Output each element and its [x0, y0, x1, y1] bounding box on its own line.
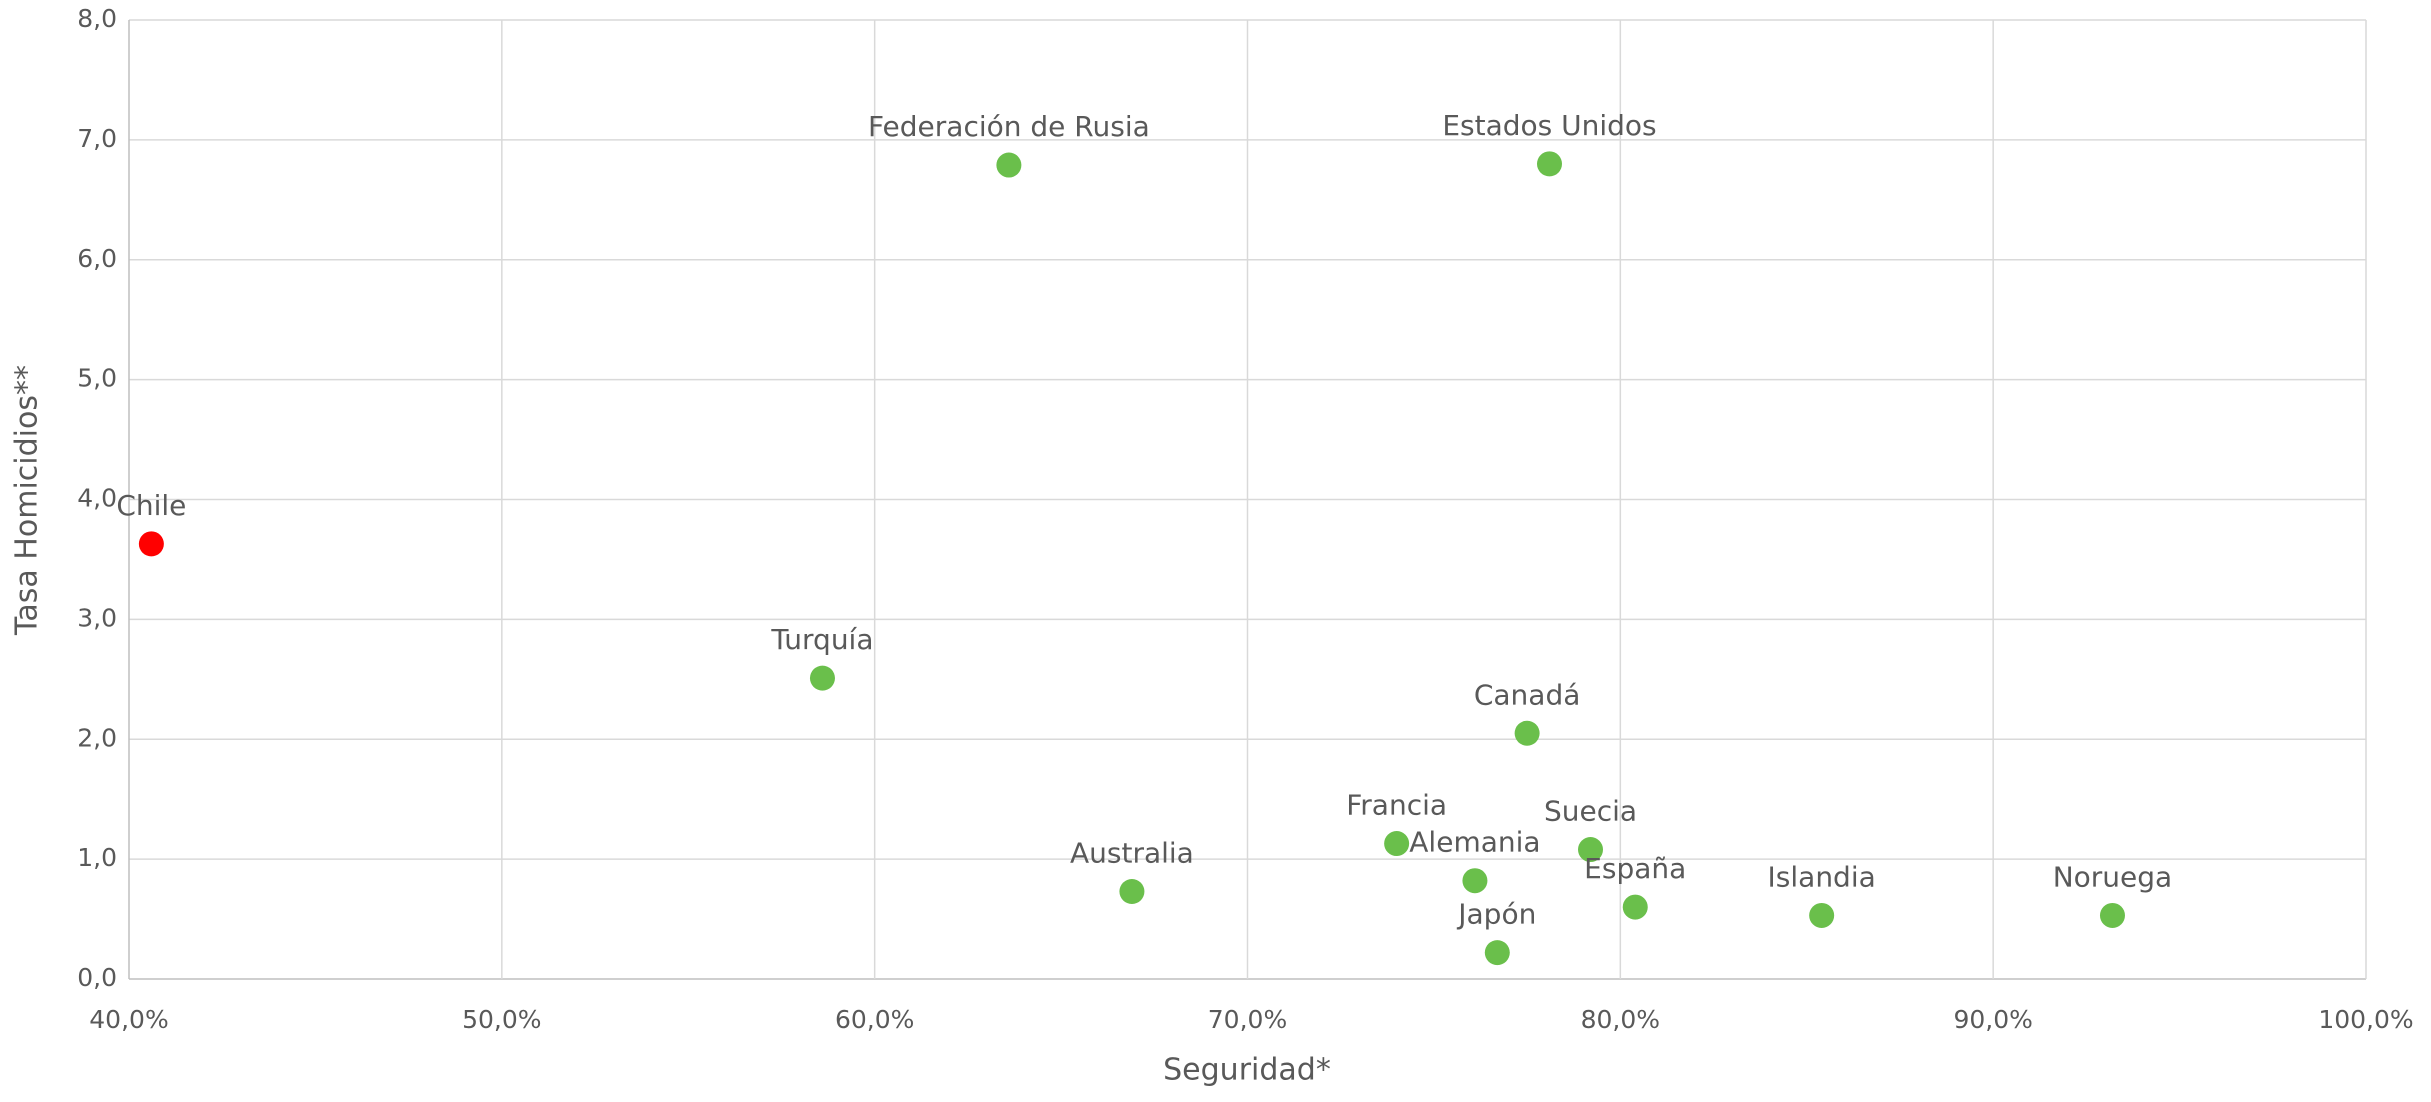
y-tick-label: 8,0 [77, 4, 117, 33]
y-tick-label: 3,0 [77, 603, 117, 632]
x-tick-label: 90,0% [1953, 1005, 2032, 1034]
y-tick-label: 2,0 [77, 723, 117, 752]
point [1536, 151, 1562, 177]
data-label: Alemania [1409, 826, 1540, 859]
x-tick-label: 70,0% [1208, 1005, 1287, 1034]
x-tick-label: 100,0% [2318, 1005, 2413, 1034]
data-label: Estados Unidos [1442, 109, 1656, 142]
data-label: Australia [1070, 836, 1194, 869]
x-axis-title: Seguridad* [1163, 1053, 1331, 1088]
data-label: Noruega [2053, 860, 2173, 893]
data-label: Islandia [1768, 860, 1876, 893]
point [1462, 868, 1488, 894]
point [1384, 831, 1410, 857]
x-tick-label: 50,0% [462, 1005, 541, 1034]
y-tick-label: 0,0 [77, 963, 117, 992]
data-label: Federación de Rusia [868, 110, 1150, 143]
y-axis-title: Tasa Homicidios** [10, 365, 45, 636]
y-tick-label: 6,0 [77, 244, 117, 273]
data-label: Canadá [1474, 678, 1581, 711]
point [138, 531, 164, 557]
data-label: Francia [1346, 789, 1447, 822]
data-label: España [1584, 852, 1686, 885]
y-tick-label: 7,0 [77, 124, 117, 153]
data-label: Japón [1456, 898, 1536, 931]
point [1484, 940, 1510, 966]
point [1578, 837, 1604, 863]
point [1809, 902, 1835, 928]
y-tick-label: 1,0 [77, 843, 117, 872]
point [1622, 894, 1648, 920]
x-tick-label: 80,0% [1581, 1005, 1660, 1034]
point [1514, 720, 1540, 746]
data-label: Chile [116, 489, 186, 522]
y-tick-label: 5,0 [77, 364, 117, 393]
x-tick-label: 60,0% [835, 1005, 914, 1034]
point [996, 152, 1022, 178]
data-label: Suecia [1544, 795, 1637, 828]
point [1119, 878, 1145, 904]
x-tick-label: 40,0% [89, 1005, 168, 1034]
point [809, 665, 835, 691]
data-label: Turquía [770, 623, 873, 656]
y-tick-label: 4,0 [77, 484, 117, 513]
point [2099, 902, 2125, 928]
